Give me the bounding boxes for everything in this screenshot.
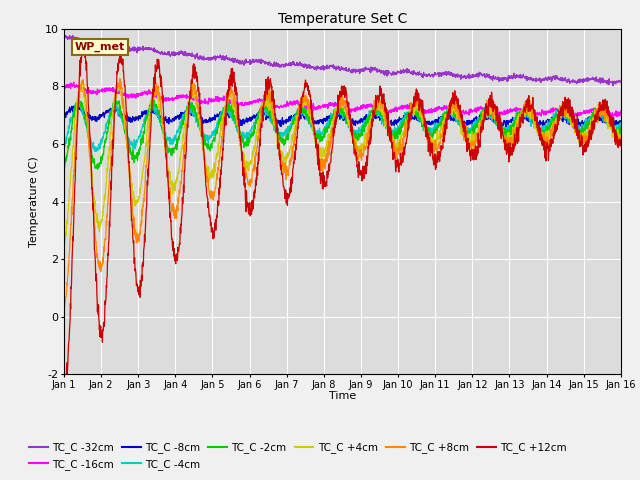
Y-axis label: Temperature (C): Temperature (C) <box>29 156 39 247</box>
Legend: TC_C -32cm, TC_C -16cm, TC_C -8cm, TC_C -4cm, TC_C -2cm, TC_C +4cm, TC_C +8cm, T: TC_C -32cm, TC_C -16cm, TC_C -8cm, TC_C … <box>25 438 571 474</box>
X-axis label: Time: Time <box>329 391 356 401</box>
Text: WP_met: WP_met <box>75 42 125 52</box>
Title: Temperature Set C: Temperature Set C <box>278 12 407 26</box>
